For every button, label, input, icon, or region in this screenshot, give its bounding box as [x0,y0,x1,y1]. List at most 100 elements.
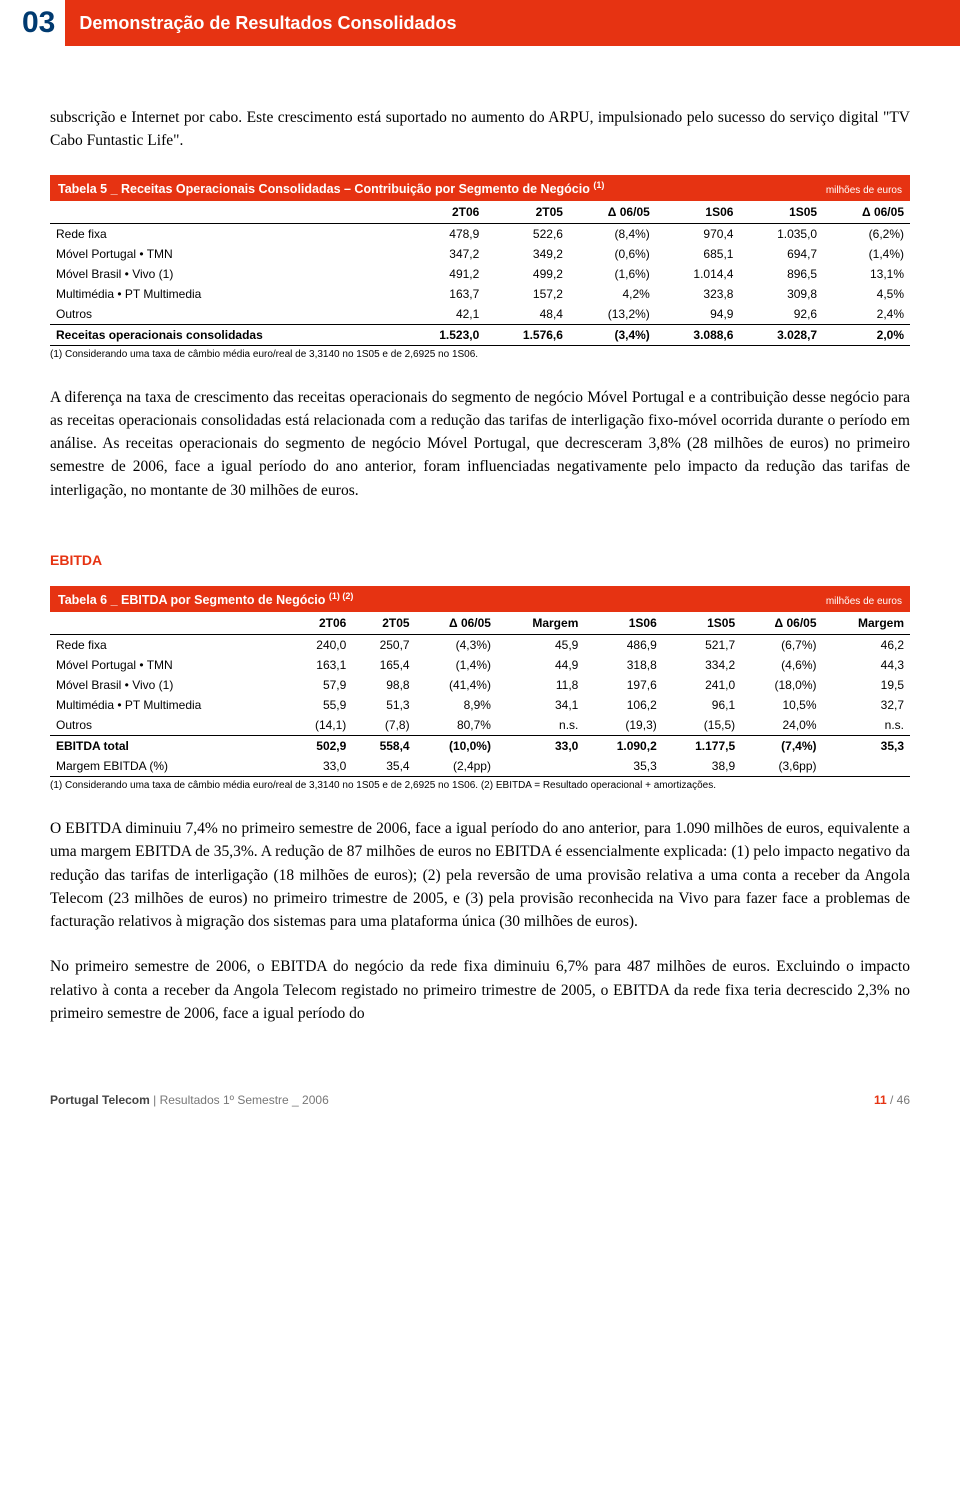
table-cell: 2,0% [823,324,910,345]
table6-col-0 [50,612,287,635]
table-cell: (18,0%) [741,675,822,695]
footer-left: Portugal Telecom | Resultados 1º Semestr… [50,1093,329,1107]
section-header: 03 Demonstração de Resultados Consolidad… [0,0,960,46]
ebitda-heading: EBITDA [50,552,910,568]
table-cell: 48,4 [485,304,569,325]
table5-col-2: 2T05 [485,201,569,224]
table-cell: 334,2 [663,655,741,675]
table6-col-4: Margem [497,612,584,635]
table-row: Outros(14,1)(7,8)80,7%n.s.(19,3)(15,5)24… [50,715,910,736]
table-cell: 32,7 [823,695,910,715]
table5-col-4: 1S06 [656,201,740,224]
table5-col-6: Δ 06/05 [823,201,910,224]
table-cell: 35,3 [584,756,662,776]
table-cell: 35,3 [823,736,910,757]
table6-col-1: 2T06 [287,612,352,635]
table-cell: 2,4% [823,304,910,325]
table-cell [823,756,910,776]
table-cell: 8,9% [416,695,497,715]
table-cell: 1.177,5 [663,736,741,757]
table-cell: 347,2 [402,244,486,264]
table-cell: 80,7% [416,715,497,736]
table-row: Multimédia • PT Multimedia55,951,38,9%34… [50,695,910,715]
table-cell: Margem EBITDA (%) [50,756,287,776]
table-cell: (41,4%) [416,675,497,695]
table6: 2T06 2T05 Δ 06/05 Margem 1S06 1S05 Δ 06/… [50,612,910,776]
paragraph-after-table5: A diferença na taxa de crescimento das r… [50,386,910,502]
table-cell: (3,4%) [569,324,656,345]
table-cell: 1.576,6 [485,324,569,345]
table-cell: 349,2 [485,244,569,264]
table-cell: 33,0 [287,756,352,776]
table-cell: (13,2%) [569,304,656,325]
table-cell: Rede fixa [50,223,402,244]
table-row: Móvel Brasil • Vivo (1)57,998,8(41,4%)11… [50,675,910,695]
table-cell: (4,3%) [416,635,497,656]
table-cell: 42,1 [402,304,486,325]
footer-page-total: 46 [897,1093,910,1107]
table-cell: 165,4 [352,655,415,675]
table-cell: (0,6%) [569,244,656,264]
table-cell: Receitas operacionais consolidadas [50,324,402,345]
table-cell: (15,5) [663,715,741,736]
table-cell: 1.035,0 [739,223,823,244]
table-cell: 318,8 [584,655,662,675]
table6-col-2: 2T05 [352,612,415,635]
table6-col-8: Margem [823,612,910,635]
table-cell: 970,4 [656,223,740,244]
table-cell: Móvel Portugal • TMN [50,244,402,264]
table-cell: 157,2 [485,284,569,304]
table-cell: 92,6 [739,304,823,325]
table-cell: 46,2 [823,635,910,656]
table-cell: (7,4%) [741,736,822,757]
table-cell: 44,9 [497,655,584,675]
footer-company: Portugal Telecom [50,1093,150,1107]
table-cell: 24,0% [741,715,822,736]
footer-page-current: 11 [874,1093,887,1107]
table-cell: (6,2%) [823,223,910,244]
table-cell: 522,6 [485,223,569,244]
table-row: Outros42,148,4(13,2%)94,992,62,4% [50,304,910,325]
footer-doc: Resultados 1º Semestre _ 2006 [160,1093,329,1107]
table-cell: 96,1 [663,695,741,715]
table-cell: (3,6pp) [741,756,822,776]
table6-col-3: Δ 06/05 [416,612,497,635]
table-cell: (1,6%) [569,264,656,284]
table-cell: (1,4%) [416,655,497,675]
footer-right: 11 / 46 [874,1093,910,1107]
table-cell: Outros [50,304,402,325]
table-cell: 685,1 [656,244,740,264]
table-cell: (14,1) [287,715,352,736]
table-cell: 3.088,6 [656,324,740,345]
table-cell: (19,3) [584,715,662,736]
table5-header: Tabela 5 _ Receitas Operacionais Consoli… [50,175,910,201]
section-number: 03 [0,0,65,46]
paragraph-after-table6-1: O EBITDA diminuiu 7,4% no primeiro semes… [50,817,910,933]
table5-col-1: 2T06 [402,201,486,224]
table-cell: Multimédia • PT Multimedia [50,284,402,304]
table5-title-text: Tabela 5 _ Receitas Operacionais Consoli… [58,182,593,196]
table6-title-text: Tabela 6 _ EBITDA por Segmento de Negóci… [58,593,329,607]
table-row: Rede fixa478,9522,6(8,4%)970,41.035,0(6,… [50,223,910,244]
table-cell: 45,9 [497,635,584,656]
table-row: Margem EBITDA (%)33,035,4(2,4pp)35,338,9… [50,756,910,776]
table-total-row: EBITDA total502,9558,4(10,0%)33,01.090,2… [50,736,910,757]
table-cell: 4,2% [569,284,656,304]
table5-col-3: Δ 06/05 [569,201,656,224]
table-cell: 250,7 [352,635,415,656]
table-cell: 38,9 [663,756,741,776]
table-cell: (10,0%) [416,736,497,757]
table-cell: 1.014,4 [656,264,740,284]
table-total-row: Receitas operacionais consolidadas1.523,… [50,324,910,345]
table6-header: Tabela 6 _ EBITDA por Segmento de Negóci… [50,586,910,612]
table-cell: 11,8 [497,675,584,695]
section-title: Demonstração de Resultados Consolidados [79,13,456,34]
page-footer: Portugal Telecom | Resultados 1º Semestr… [0,1077,960,1123]
table-cell: 35,4 [352,756,415,776]
table-cell: 94,9 [656,304,740,325]
table6-col-5: 1S06 [584,612,662,635]
table-cell: Móvel Brasil • Vivo (1) [50,675,287,695]
table-cell: Outros [50,715,287,736]
table-cell: 521,7 [663,635,741,656]
table-cell: Móvel Portugal • TMN [50,655,287,675]
